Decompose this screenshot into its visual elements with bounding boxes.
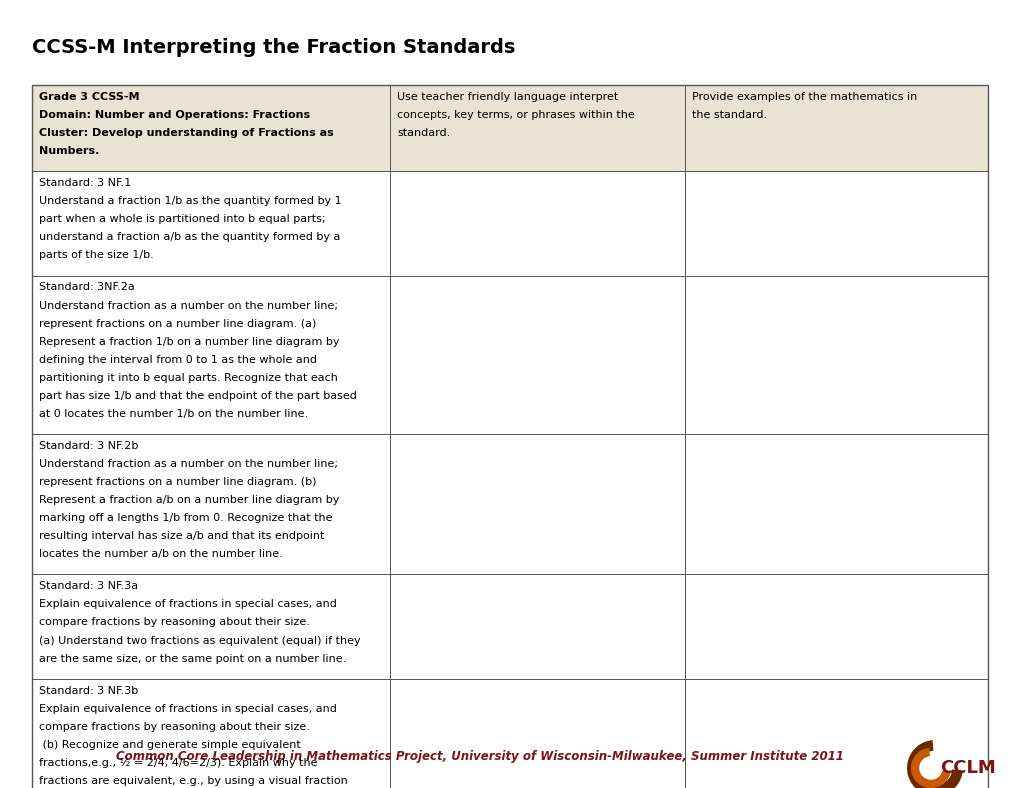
- Text: Cluster: Develop understanding of Fractions as: Cluster: Develop understanding of Fracti…: [39, 128, 333, 138]
- Text: represent fractions on a number line diagram. (a): represent fractions on a number line dia…: [39, 318, 316, 329]
- Text: Standard: 3 NF.3a: Standard: 3 NF.3a: [39, 582, 138, 591]
- Text: part when a whole is partitioned into b equal parts;: part when a whole is partitioned into b …: [39, 214, 325, 225]
- Bar: [32, 574, 390, 678]
- Text: defining the interval from 0 to 1 as the whole and: defining the interval from 0 to 1 as the…: [39, 355, 317, 365]
- Text: Use teacher friendly language interpret: Use teacher friendly language interpret: [397, 92, 619, 102]
- Text: at 0 locates the number 1/b on the number line.: at 0 locates the number 1/b on the numbe…: [39, 409, 308, 419]
- Text: compare fractions by reasoning about their size.: compare fractions by reasoning about the…: [39, 722, 310, 732]
- Bar: [390, 574, 685, 678]
- Text: the standard.: the standard.: [691, 110, 766, 120]
- Text: marking off a lengths 1/b from 0. Recognize that the: marking off a lengths 1/b from 0. Recogn…: [39, 513, 332, 523]
- Text: locates the number a/b on the number line.: locates the number a/b on the number lin…: [39, 549, 282, 559]
- Text: resulting interval has size a/b and that its endpoint: resulting interval has size a/b and that…: [39, 531, 324, 541]
- Text: Understand fraction as a number on the number line;: Understand fraction as a number on the n…: [39, 459, 337, 469]
- Wedge shape: [906, 740, 962, 788]
- Bar: [32, 276, 390, 434]
- Text: Standard: 3 NF.3b: Standard: 3 NF.3b: [39, 686, 139, 696]
- Text: understand a fraction a/b as the quantity formed by a: understand a fraction a/b as the quantit…: [39, 232, 340, 243]
- Text: Represent a fraction a/b on a number line diagram by: Represent a fraction a/b on a number lin…: [39, 495, 339, 505]
- Bar: [390, 434, 685, 574]
- Text: Represent a fraction 1/b on a number line diagram by: Represent a fraction 1/b on a number lin…: [39, 336, 339, 347]
- Bar: [685, 678, 987, 788]
- Text: fractions,e.g., ½ = 2/4, 4/6=2/3). Explain why the: fractions,e.g., ½ = 2/4, 4/6=2/3). Expla…: [39, 758, 317, 768]
- Text: Standard: 3 NF.2b: Standard: 3 NF.2b: [39, 441, 139, 451]
- Bar: [32, 678, 390, 788]
- Text: CCSS-M Interpreting the Fraction Standards: CCSS-M Interpreting the Fraction Standar…: [32, 38, 515, 57]
- Bar: [685, 171, 987, 276]
- Text: Standard: 3NF.2a: Standard: 3NF.2a: [39, 283, 135, 292]
- Bar: [32, 171, 390, 276]
- Text: are the same size, or the same point on a number line.: are the same size, or the same point on …: [39, 653, 345, 663]
- Text: Provide examples of the mathematics in: Provide examples of the mathematics in: [691, 92, 916, 102]
- Text: Numbers.: Numbers.: [39, 146, 99, 156]
- Text: Understand fraction as a number on the number line;: Understand fraction as a number on the n…: [39, 300, 337, 310]
- Text: parts of the size 1/b.: parts of the size 1/b.: [39, 251, 154, 261]
- Bar: [685, 85, 987, 171]
- Text: Grade 3 CCSS-M: Grade 3 CCSS-M: [39, 92, 140, 102]
- Text: CCLM: CCLM: [940, 759, 995, 777]
- Bar: [390, 171, 685, 276]
- Text: (a) Understand two fractions as equivalent (equal) if they: (a) Understand two fractions as equivale…: [39, 635, 361, 645]
- Bar: [390, 276, 685, 434]
- Text: part has size 1/b and that the endpoint of the part based: part has size 1/b and that the endpoint …: [39, 391, 357, 401]
- Text: Common Core Leadership in Mathematics Project, University of Wisconsin-Milwaukee: Common Core Leadership in Mathematics Pr…: [116, 750, 843, 763]
- Text: concepts, key terms, or phrases within the: concepts, key terms, or phrases within t…: [397, 110, 635, 120]
- Bar: [32, 85, 390, 171]
- Text: Standard: 3 NF.1: Standard: 3 NF.1: [39, 178, 131, 188]
- Bar: [390, 678, 685, 788]
- Bar: [685, 276, 987, 434]
- Text: Domain: Number and Operations: Fractions: Domain: Number and Operations: Fractions: [39, 110, 310, 120]
- Bar: [32, 434, 390, 574]
- Bar: [390, 85, 685, 171]
- Bar: [685, 574, 987, 678]
- Bar: [685, 434, 987, 574]
- Text: fractions are equivalent, e.g., by using a visual fraction: fractions are equivalent, e.g., by using…: [39, 776, 347, 786]
- Text: (b) Recognize and generate simple equivalent: (b) Recognize and generate simple equiva…: [39, 740, 301, 749]
- Text: standard.: standard.: [397, 128, 450, 138]
- Text: partitioning it into b equal parts. Recognize that each: partitioning it into b equal parts. Reco…: [39, 373, 337, 383]
- Wedge shape: [910, 748, 950, 788]
- Text: compare fractions by reasoning about their size.: compare fractions by reasoning about the…: [39, 618, 310, 627]
- Text: Explain equivalence of fractions in special cases, and: Explain equivalence of fractions in spec…: [39, 600, 336, 609]
- Text: Explain equivalence of fractions in special cases, and: Explain equivalence of fractions in spec…: [39, 704, 336, 714]
- Text: represent fractions on a number line diagram. (b): represent fractions on a number line dia…: [39, 477, 316, 487]
- Text: Understand a fraction 1/b as the quantity formed by 1: Understand a fraction 1/b as the quantit…: [39, 196, 341, 206]
